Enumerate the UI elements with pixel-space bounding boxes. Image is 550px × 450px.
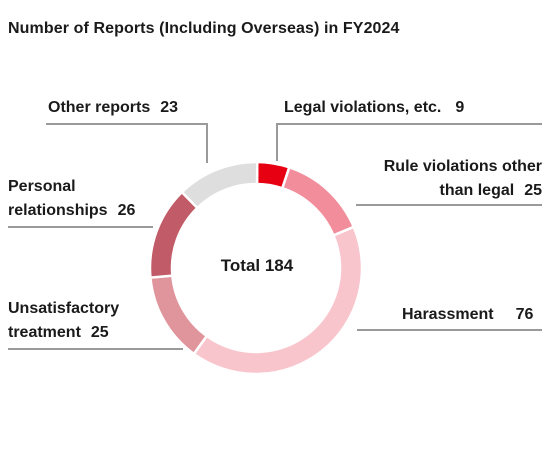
label-unsat-line2: treatment xyxy=(8,324,81,341)
label-rule-line2: than legal xyxy=(439,182,515,199)
label-rule-violations: Rule violations other than legal 25 xyxy=(384,155,542,203)
label-personal: Personal relationships 26 xyxy=(8,175,135,223)
leader-legal-v xyxy=(276,123,278,161)
slice-unsatisfactory-treatment xyxy=(149,274,209,356)
slice-other-reports xyxy=(180,160,259,210)
label-unsat-line1: Unsatisfactory xyxy=(8,300,120,317)
label-rule-value: 25 xyxy=(524,182,542,199)
slice-harassment xyxy=(192,225,364,376)
leader-harassment xyxy=(357,329,542,331)
label-personal-line2: relationships xyxy=(8,202,108,219)
leader-rule xyxy=(356,204,542,206)
label-legal-name: Legal violations, etc. xyxy=(284,99,442,116)
leader-other-h xyxy=(46,123,208,125)
label-personal-line1: Personal xyxy=(8,178,76,195)
label-rule-line1: Rule violations other xyxy=(383,158,542,175)
label-other-name: Other reports xyxy=(48,99,151,116)
label-other-reports: Other reports 23 xyxy=(48,96,178,120)
leader-other-v xyxy=(206,123,208,163)
label-legal-value: 9 xyxy=(455,99,465,116)
label-harassment-name: Harassment xyxy=(402,306,494,323)
label-unsatisfactory: Unsatisfactory treatment 25 xyxy=(8,297,119,345)
label-legal: Legal violations, etc. 9 xyxy=(284,96,464,120)
total-label: Total 184 xyxy=(220,256,294,275)
label-harassment-value: 76 xyxy=(515,306,534,323)
label-personal-value: 26 xyxy=(117,202,136,219)
leader-personal xyxy=(8,226,153,228)
label-harassment: Harassment 76 xyxy=(402,303,533,327)
label-other-value: 23 xyxy=(160,99,179,116)
leader-unsatisfactory xyxy=(8,348,183,350)
chart-title: Number of Reports (Including Overseas) i… xyxy=(8,20,400,37)
label-unsat-value: 25 xyxy=(90,324,109,341)
slice-rule-violations xyxy=(280,165,356,238)
leader-legal-h xyxy=(276,123,542,125)
